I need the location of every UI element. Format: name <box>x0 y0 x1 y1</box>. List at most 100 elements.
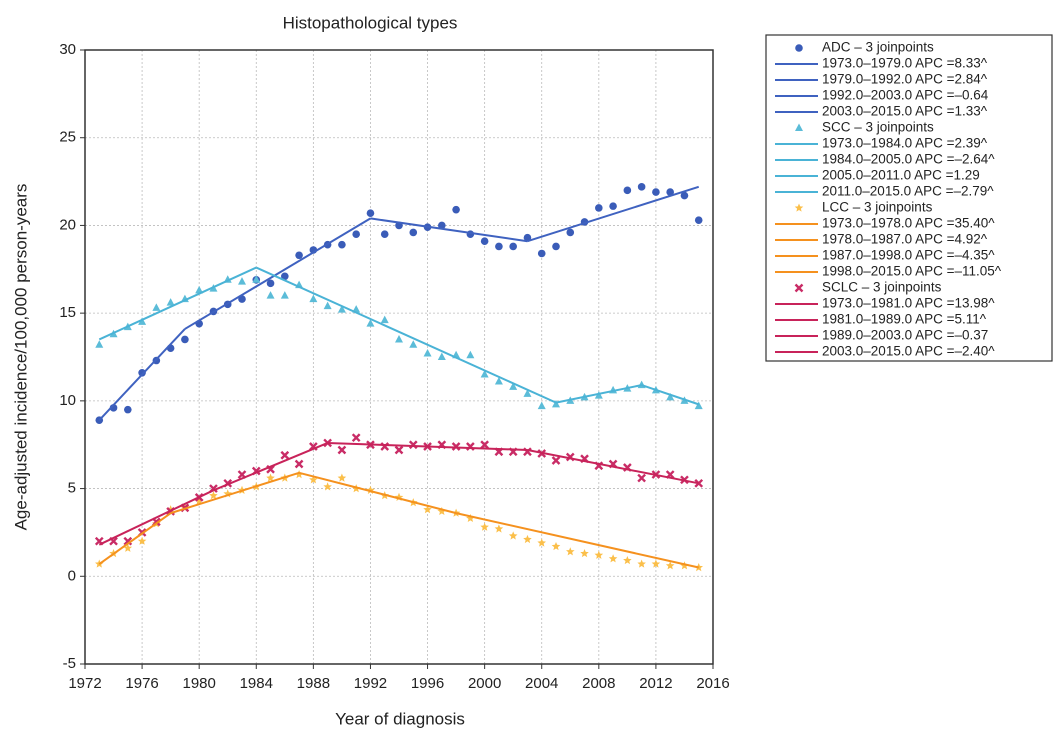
y-tick-label: 25 <box>59 129 76 146</box>
point <box>609 202 617 210</box>
point <box>323 482 332 491</box>
legend-marker <box>794 283 804 293</box>
point <box>281 272 289 281</box>
legend-label: 1987.0–1998.0 APC =–4.35^ <box>822 248 995 263</box>
legend-label: 2003.0–2015.0 APC =1.33^ <box>822 104 988 119</box>
legend-label: 1981.0–1989.0 APC =5.11^ <box>822 312 987 327</box>
y-tick-label: -5 <box>63 655 76 672</box>
y-tick-label: 5 <box>68 480 76 497</box>
point <box>637 183 646 191</box>
point <box>680 561 689 570</box>
point <box>394 492 404 501</box>
point <box>608 554 618 563</box>
point <box>294 459 304 469</box>
point <box>480 440 489 450</box>
x-tick-label: 2016 <box>696 675 729 692</box>
point <box>238 277 246 285</box>
point <box>452 205 460 214</box>
legend-label: 1973.0–1979.0 APC =8.33^ <box>822 56 988 71</box>
legend-marker <box>795 44 803 52</box>
point <box>294 470 304 479</box>
legend-label: ADC – 3 joinpoints <box>822 40 934 55</box>
point <box>266 473 275 482</box>
point <box>380 315 389 324</box>
legend-box <box>765 34 1053 362</box>
point <box>366 209 375 217</box>
point <box>508 531 518 540</box>
point <box>409 340 418 348</box>
point <box>595 204 603 212</box>
legend-label: 2005.0–2011.0 APC =1.29 <box>822 168 980 183</box>
legend-label: 1979.0–1992.0 APC =2.84^ <box>822 72 988 87</box>
legend-label: 1984.0–2005.0 APC =–2.64^ <box>822 152 995 167</box>
x-tick-label: 2012 <box>639 675 672 692</box>
point <box>494 377 503 385</box>
legend-label: 2003.0–2015.0 APC =–2.40^ <box>822 344 995 359</box>
point <box>280 291 289 299</box>
fit-line <box>255 266 557 404</box>
point <box>95 340 104 348</box>
point <box>309 294 318 303</box>
point <box>652 188 660 196</box>
point <box>694 216 703 224</box>
point <box>494 524 504 533</box>
point <box>551 542 561 551</box>
x-tick-label: 2008 <box>582 675 615 692</box>
point <box>523 534 532 544</box>
point <box>337 305 346 313</box>
x-tick-label: 1992 <box>354 675 387 692</box>
point <box>337 445 347 455</box>
point <box>423 505 432 514</box>
point <box>552 399 560 408</box>
point <box>309 475 318 484</box>
point <box>138 368 146 377</box>
point <box>665 561 675 570</box>
point <box>124 405 132 414</box>
point <box>409 228 418 237</box>
y-tick-label: 15 <box>59 304 76 321</box>
fit-line <box>527 185 700 243</box>
point <box>451 442 461 451</box>
x-tick-label: 1976 <box>125 675 158 692</box>
legend-marker <box>795 123 803 131</box>
fit-line <box>213 442 329 492</box>
point <box>623 556 632 565</box>
chart-title: Histopathological types <box>283 13 458 32</box>
point <box>280 450 290 460</box>
point <box>537 538 546 547</box>
legend-label: 1973.0–1984.0 APC =2.39^ <box>822 136 988 151</box>
point <box>408 440 418 450</box>
point <box>480 237 489 246</box>
plot-frame <box>84 49 714 665</box>
fit-line <box>170 471 300 515</box>
point <box>523 389 532 397</box>
point <box>666 392 675 401</box>
point <box>337 473 347 482</box>
point <box>252 275 261 283</box>
point <box>194 496 204 505</box>
x-tick-label: 1988 <box>297 675 330 692</box>
point <box>651 559 661 568</box>
point <box>338 240 346 249</box>
point <box>195 285 204 294</box>
y-tick-label: 20 <box>59 216 76 233</box>
point <box>466 350 475 359</box>
x-tick-label: 2004 <box>525 675 558 692</box>
point <box>352 230 360 238</box>
legend-label: 1978.0–1987.0 APC =4.92^ <box>822 232 988 247</box>
y-axis-label: Age-adjusted incidence/100,000 person-ye… <box>11 184 30 531</box>
point <box>366 319 375 327</box>
point <box>266 279 275 288</box>
point <box>594 550 604 559</box>
point <box>537 249 546 258</box>
point <box>152 303 161 311</box>
point <box>637 559 646 568</box>
y-tick-label: 30 <box>59 41 76 58</box>
point <box>509 382 518 390</box>
fit-line <box>98 512 172 565</box>
x-tick-label: 1984 <box>240 675 273 692</box>
x-tick-label: 2000 <box>468 675 501 692</box>
point <box>480 522 489 531</box>
legend-label: 1992.0–2003.0 APC =–0.64 <box>822 88 989 103</box>
